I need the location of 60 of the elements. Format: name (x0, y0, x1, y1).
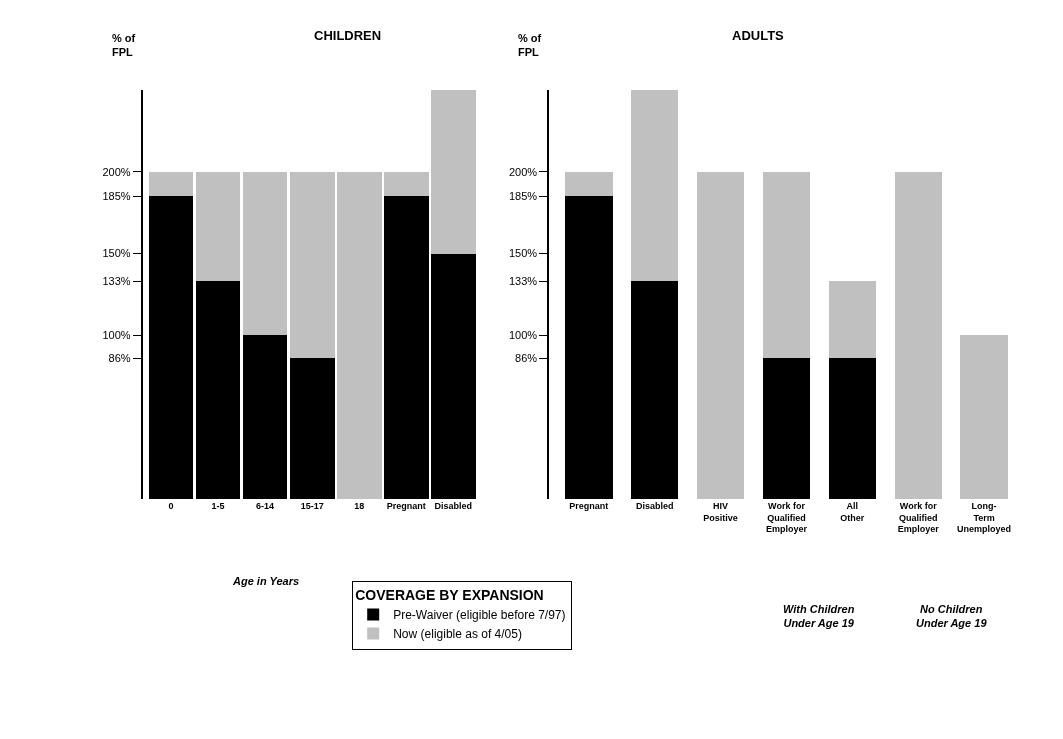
bar (430, 253, 476, 499)
x-tick-label: 0 (168, 501, 174, 511)
y-tick-label: 185% (102, 190, 131, 203)
y-tick-label: 150% (508, 247, 538, 260)
x-tick-label: Work for Qualified Employer (897, 501, 940, 535)
y-tick-label: 100% (508, 329, 538, 342)
bar (148, 196, 194, 499)
y-tick-label: 200% (508, 165, 538, 178)
bar (565, 196, 613, 499)
y-tick-label: 150% (102, 247, 131, 260)
legend-label: Now (eligible as of 4/05) (393, 627, 522, 642)
bar (631, 90, 679, 282)
bar (960, 335, 1008, 499)
x-tick-label: 15-17 (300, 501, 324, 511)
y-tick-label: 86% (515, 352, 538, 365)
bar (148, 171, 194, 197)
bar (242, 335, 288, 499)
bar (696, 171, 745, 499)
bar (383, 171, 429, 197)
bar (565, 171, 613, 197)
y-tick-label: 133% (102, 275, 131, 288)
bar (631, 281, 679, 499)
bar (430, 90, 476, 254)
bar (894, 171, 942, 499)
legend-label: Pre-Waiver (eligible before 7/97) (393, 608, 566, 623)
y-axis-title: % of FPL (518, 32, 542, 59)
bar (828, 281, 877, 359)
bar (762, 171, 811, 359)
y-tick-label: 86% (108, 352, 131, 365)
x-tick-label: 6-14 (256, 501, 275, 511)
x-tick-label: Disabled (635, 501, 674, 511)
y-tick-label: 200% (102, 165, 131, 178)
bar (289, 171, 335, 359)
x-tick-label: Long- Term Unemployed (957, 501, 1012, 535)
bar (336, 171, 382, 499)
x-tick-label: Disabled (434, 501, 473, 511)
bar (828, 358, 877, 499)
bar (242, 171, 288, 336)
bar (195, 171, 241, 282)
x-tick-label: 1-5 (211, 501, 225, 511)
x-tick-label: 18 (354, 501, 365, 511)
y-axis-title: % of FPL (112, 32, 136, 59)
x-tick-label: Pregnant (386, 501, 426, 511)
chart-title: ADULTS (732, 28, 785, 43)
bar (195, 281, 241, 499)
chart-title: CHILDREN (314, 28, 382, 43)
x-tick-label: All Other (840, 501, 865, 523)
bar (383, 196, 429, 499)
y-tick-label: 100% (102, 329, 131, 342)
y-tick-label: 185% (508, 190, 538, 203)
bar (289, 358, 335, 499)
text: With Children Under Age 19 (783, 603, 855, 630)
legend-title: COVERAGE BY EXPANSION (355, 587, 544, 603)
x-tick-label: Work for Qualified Employer (765, 501, 808, 535)
text: Age in Years (232, 575, 300, 587)
x-tick-label: Pregnant (569, 501, 609, 511)
text: No Children Under Age 19 (916, 603, 988, 630)
x-tick-label: HIV Positive (703, 501, 738, 523)
bar (762, 358, 811, 499)
y-tick-label: 133% (508, 275, 538, 288)
